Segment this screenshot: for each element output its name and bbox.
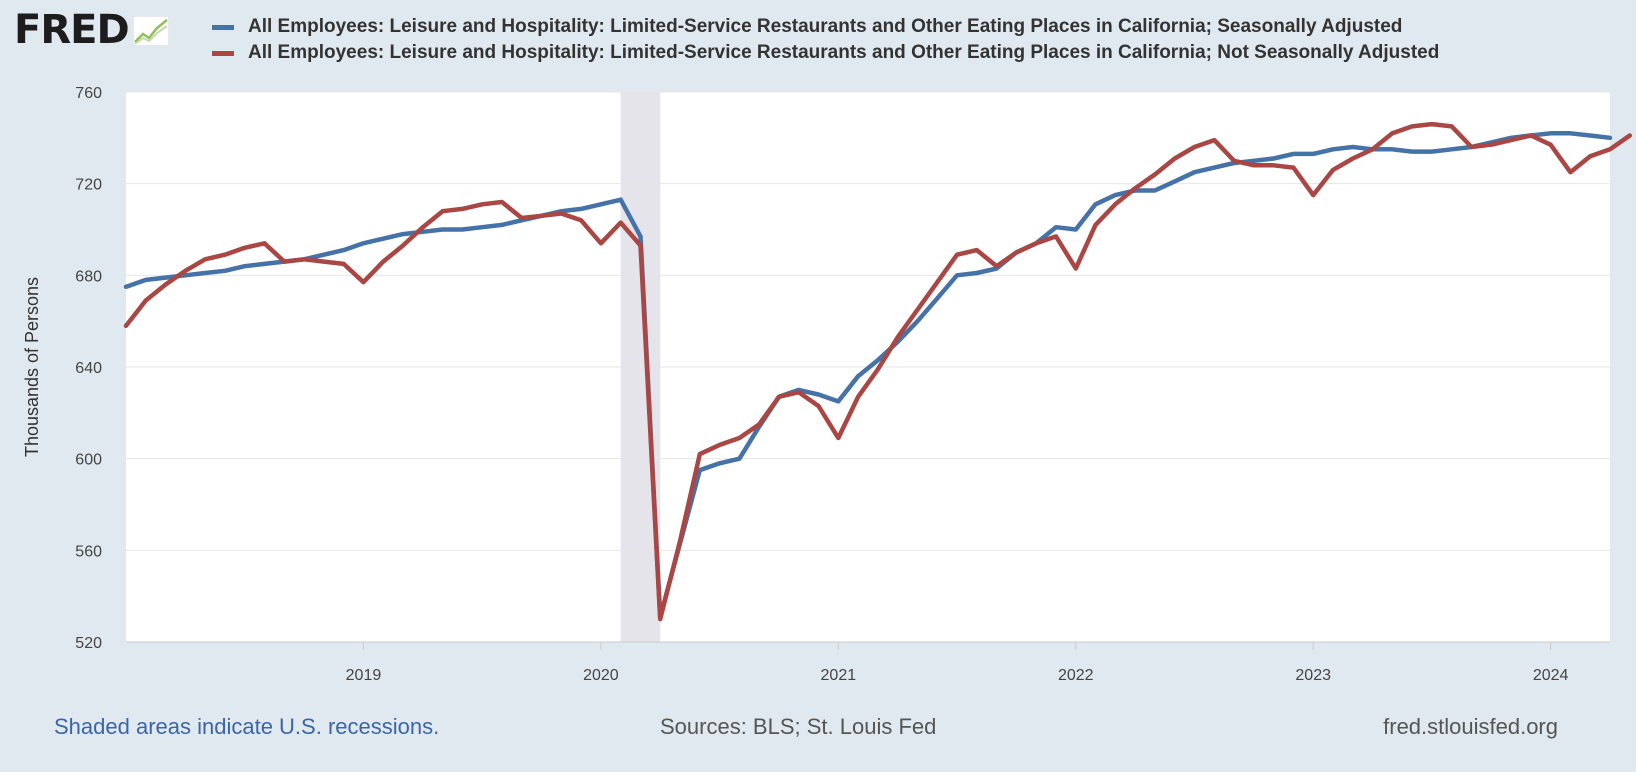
- legend-swatch: [212, 50, 234, 56]
- y-tick-label: 680: [75, 268, 102, 285]
- chart-footer: Shaded areas indicate U.S. recessions. S…: [0, 714, 1636, 748]
- legend-label: All Employees: Leisure and Hospitality: …: [248, 16, 1403, 37]
- legend-label: All Employees: Leisure and Hospitality: …: [248, 42, 1440, 63]
- y-tick-label: 520: [75, 635, 102, 652]
- y-axis-ticks: 520 560 600 640 680 720 760: [75, 85, 102, 652]
- fred-chart-icon: [132, 16, 169, 46]
- x-tick-label: 2021: [821, 667, 857, 684]
- x-tick-label: 2023: [1295, 667, 1331, 684]
- site-link[interactable]: fred.stlouisfed.org: [1383, 714, 1558, 739]
- legend-item-not-seasonally-adjusted[interactable]: All Employees: Leisure and Hospitality: …: [212, 40, 1439, 66]
- y-tick-label: 560: [75, 543, 102, 560]
- legend-item-seasonally-adjusted[interactable]: All Employees: Leisure and Hospitality: …: [212, 14, 1439, 40]
- y-tick-label: 720: [75, 177, 102, 194]
- legend-swatch: [212, 24, 234, 30]
- sources-text: Sources: BLS; St. Louis Fed: [660, 714, 937, 739]
- y-axis-title: Thousands of Persons: [22, 277, 42, 457]
- x-tick-label: 2019: [346, 667, 382, 684]
- y-tick-label: 600: [75, 452, 102, 469]
- x-tick-label: 2022: [1058, 667, 1094, 684]
- fred-logo[interactable]: FRED: [14, 10, 169, 50]
- x-axis-ticks: 2019 2020 2021 2022 2023 2024: [126, 641, 1610, 684]
- recession-note-link[interactable]: Shaded areas indicate U.S. recessions.: [54, 714, 440, 739]
- series-lines: [123, 121, 1633, 622]
- fred-logo-text: FRED: [14, 7, 130, 53]
- x-tick-label: 2020: [583, 667, 619, 684]
- chart-legend: All Employees: Leisure and Hospitality: …: [212, 14, 1439, 66]
- grid-lines: [126, 91, 1610, 551]
- chart-header: FRED All Employees: Leisure and Hospital…: [0, 0, 1636, 80]
- y-tick-label: 760: [75, 85, 102, 102]
- series-line-not-seasonally-adjusted: [123, 121, 1633, 622]
- series-line-seasonally-adjusted: [123, 131, 1613, 620]
- y-tick-label: 640: [75, 360, 102, 377]
- x-tick-label: 2024: [1533, 667, 1569, 684]
